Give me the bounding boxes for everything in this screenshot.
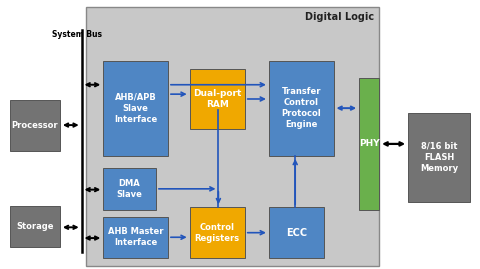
FancyBboxPatch shape	[10, 100, 60, 151]
FancyBboxPatch shape	[103, 61, 168, 156]
FancyBboxPatch shape	[190, 69, 245, 129]
Text: Control
Registers: Control Registers	[194, 223, 240, 243]
Text: ECC: ECC	[286, 228, 307, 238]
Text: Storage: Storage	[16, 222, 54, 231]
Text: DMA
Slave: DMA Slave	[117, 179, 143, 199]
FancyBboxPatch shape	[103, 168, 156, 210]
FancyBboxPatch shape	[269, 61, 334, 156]
FancyBboxPatch shape	[86, 7, 379, 266]
FancyBboxPatch shape	[408, 113, 470, 202]
Text: Processor: Processor	[12, 121, 58, 130]
FancyBboxPatch shape	[103, 217, 168, 258]
Text: Dual-port
RAM: Dual-port RAM	[193, 89, 241, 109]
Text: PHY: PHY	[359, 139, 379, 148]
Text: 8/16 bit
FLASH
Memory: 8/16 bit FLASH Memory	[420, 142, 458, 173]
FancyBboxPatch shape	[190, 207, 245, 258]
Text: AHB/APB
Slave
Interface: AHB/APB Slave Interface	[114, 93, 157, 124]
FancyBboxPatch shape	[10, 206, 60, 247]
Text: Digital Logic: Digital Logic	[305, 12, 374, 22]
Text: AHB Master
Interface: AHB Master Interface	[108, 227, 163, 247]
FancyBboxPatch shape	[269, 207, 324, 258]
FancyBboxPatch shape	[359, 78, 379, 210]
Text: System Bus: System Bus	[52, 30, 102, 40]
Text: Transfer
Control
Protocol
Engine: Transfer Control Protocol Engine	[281, 87, 321, 129]
